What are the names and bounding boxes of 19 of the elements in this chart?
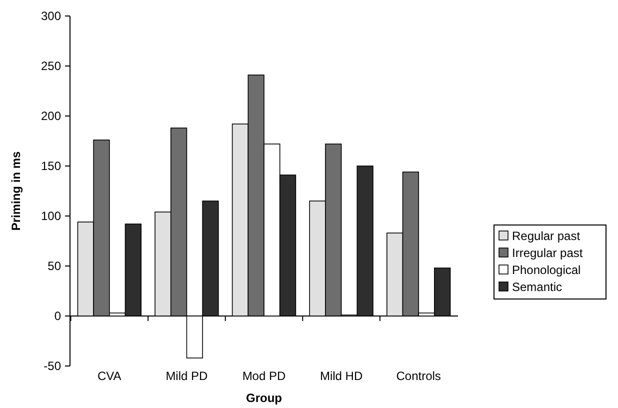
y-tick-label: -50 (44, 359, 62, 374)
legend-label: Semantic (512, 280, 562, 294)
y-tick-label: 150 (40, 159, 62, 174)
x-tick-label: Controls (396, 369, 441, 383)
legend-label: Irregular past (512, 246, 584, 260)
y-tick-label: 250 (40, 59, 62, 74)
x-tick-label: Mild PD (166, 369, 208, 383)
legend-label: Regular past (512, 229, 581, 244)
x-tick-label: Mild HD (320, 369, 363, 383)
y-tick-label: 50 (48, 259, 62, 274)
y-tick-label: 0 (54, 309, 62, 324)
y-tick-label: 300 (40, 9, 62, 24)
x-tick-label: Mod PD (242, 369, 286, 383)
y-tick-label: 100 (40, 209, 62, 224)
y-axis-title: Priming in ms (9, 151, 23, 231)
legend-label: Phonological (512, 263, 581, 278)
x-axis-title: Group (246, 391, 282, 405)
y-tick-label: 200 (40, 109, 62, 124)
x-tick-label: CVA (98, 369, 122, 383)
